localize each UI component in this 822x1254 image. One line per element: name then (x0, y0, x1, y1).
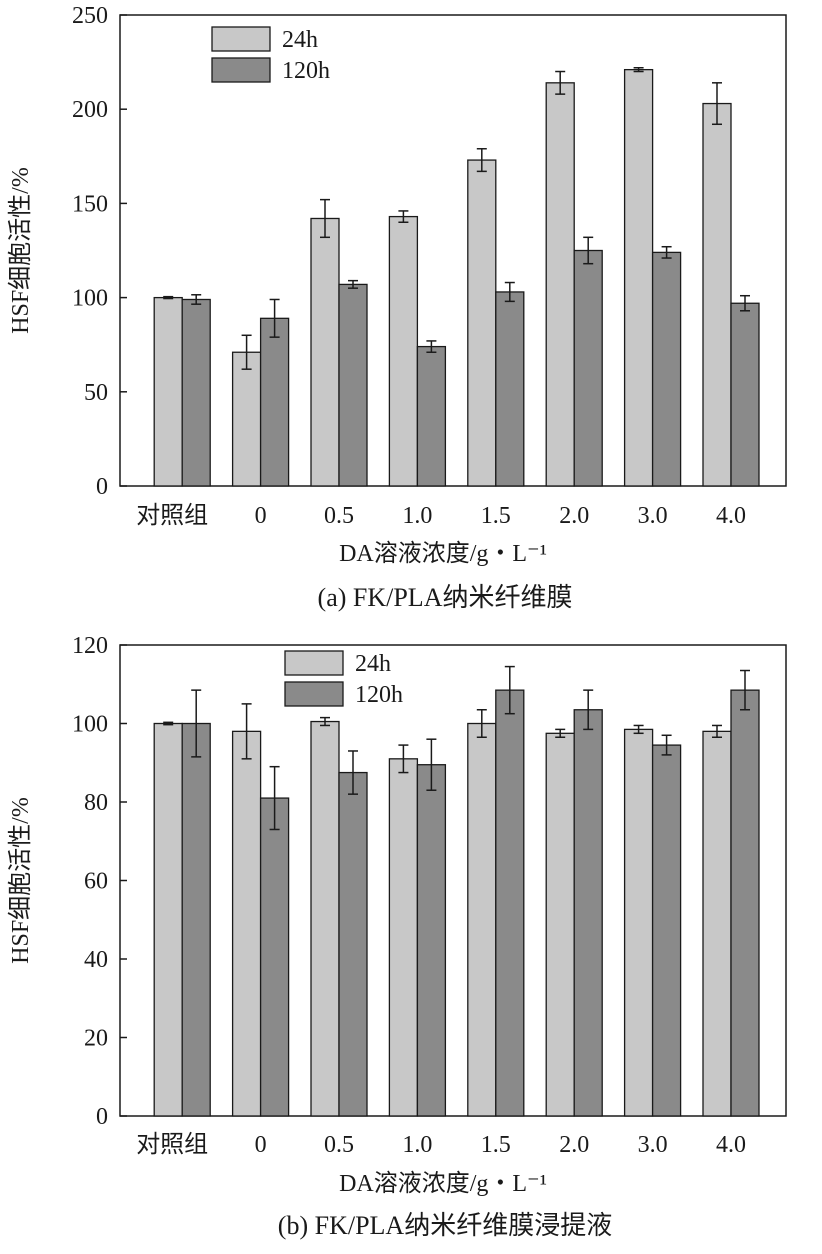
x-tick-label: 2.0 (559, 1132, 589, 1158)
y-tick-label: 40 (84, 947, 108, 973)
bar-24h-6 (623, 68, 654, 487)
bar-24h-3 (388, 758, 419, 1117)
bar-120h-3 (416, 345, 447, 487)
figure-caption: (a) FK/PLA纳米纤维膜 (318, 583, 573, 612)
y-tick-label: 120 (72, 633, 108, 659)
y-tick-label: 200 (72, 97, 108, 123)
x-tick-label: 1.5 (481, 503, 511, 529)
bar-120h-7 (730, 302, 760, 487)
y-tick-label: 0 (96, 1104, 108, 1130)
x-tick-label: 对照组 (136, 1131, 208, 1158)
chart-a: 0 50 100 150 200 250 对照组 0 0.5 1.0 1.5 2.0 3.0 4.0 24h… (7, 3, 787, 612)
bar-120h-1 (259, 317, 290, 487)
legend-swatch-120h (211, 57, 271, 83)
y-tick-label: 20 (84, 1026, 108, 1052)
x-tick-label: 2.0 (559, 503, 589, 529)
legend-label-24h: 24h (355, 651, 391, 677)
x-tick-label: 3.0 (638, 1132, 668, 1158)
bar-24h-4 (467, 159, 497, 487)
x-tick-label: 0.5 (324, 1132, 354, 1158)
legend-swatch-24h (284, 650, 344, 676)
x-tick-label: 4.0 (716, 1132, 746, 1158)
bar-24h-1 (231, 351, 262, 487)
y-tick-label: 100 (72, 286, 108, 312)
figure-caption: (b) FK/PLA纳米纤维膜浸提液 (278, 1211, 612, 1240)
bar-120h-5 (573, 249, 603, 487)
legend-label-120h: 120h (355, 682, 403, 708)
bar-24h-2 (310, 217, 340, 487)
bar-24h-7 (702, 102, 732, 487)
x-tick-label: 3.0 (638, 503, 668, 529)
bar-120h-0 (181, 722, 211, 1117)
bar-24h-3 (388, 215, 419, 487)
bar-120h-1 (259, 797, 290, 1117)
x-tick-label: 1.0 (402, 503, 432, 529)
legend-swatch-120h (284, 681, 344, 707)
x-tick-label: 1.5 (481, 1132, 511, 1158)
bar-120h-5 (573, 709, 603, 1117)
x-axis-title: DA溶液浓度/g・L⁻¹ (339, 540, 547, 567)
y-tick-label: 150 (72, 191, 108, 217)
legend-label-24h: 24h (282, 27, 318, 53)
bar-120h-2 (338, 283, 368, 487)
legend-label-120h: 120h (282, 58, 330, 84)
bar-120h-0 (181, 298, 211, 487)
y-tick-label: 50 (84, 380, 108, 406)
y-axis-title: HSF细胞活性/% (7, 797, 34, 964)
bar-120h-3 (416, 764, 447, 1117)
y-tick-label: 100 (72, 712, 108, 738)
bar-120h-6 (651, 251, 682, 487)
bar-24h-2 (310, 720, 340, 1117)
bar-24h-6 (623, 728, 654, 1117)
bar-24h-5 (545, 82, 575, 487)
bar-120h-4 (495, 291, 525, 487)
x-tick-label: 1.0 (402, 1132, 432, 1158)
x-tick-label: 0 (255, 503, 267, 529)
y-tick-label: 60 (84, 869, 108, 895)
plot-frame (119, 14, 787, 487)
bar-120h-6 (651, 744, 682, 1117)
y-axis-title: HSF细胞活性/% (7, 167, 34, 334)
bar-24h-4 (467, 722, 497, 1117)
y-tick-label: 80 (84, 790, 108, 816)
plot-frame (119, 644, 787, 1117)
bar-24h-1 (231, 730, 262, 1117)
bar-120h-4 (495, 689, 525, 1117)
chart-b: 0 20 40 60 80 100 120 对照组 0 0.5 1.0 1.5 2.0 3.0 4.0 24h… (7, 633, 787, 1240)
x-tick-label: 0.5 (324, 503, 354, 529)
x-tick-label: 对照组 (136, 502, 208, 529)
y-tick-label: 250 (72, 3, 108, 29)
x-tick-label: 0 (255, 1132, 267, 1158)
x-axis-title: DA溶液浓度/g・L⁻¹ (339, 1170, 547, 1197)
legend-swatch-24h (211, 26, 271, 52)
bar-120h-7 (730, 689, 760, 1117)
bar-24h-0 (153, 296, 183, 487)
x-tick-label: 4.0 (716, 503, 746, 529)
bar-120h-2 (338, 771, 368, 1117)
bar-24h-7 (702, 730, 732, 1117)
bar-24h-0 (153, 722, 183, 1117)
bar-24h-5 (545, 732, 575, 1117)
y-tick-label: 0 (96, 474, 108, 500)
